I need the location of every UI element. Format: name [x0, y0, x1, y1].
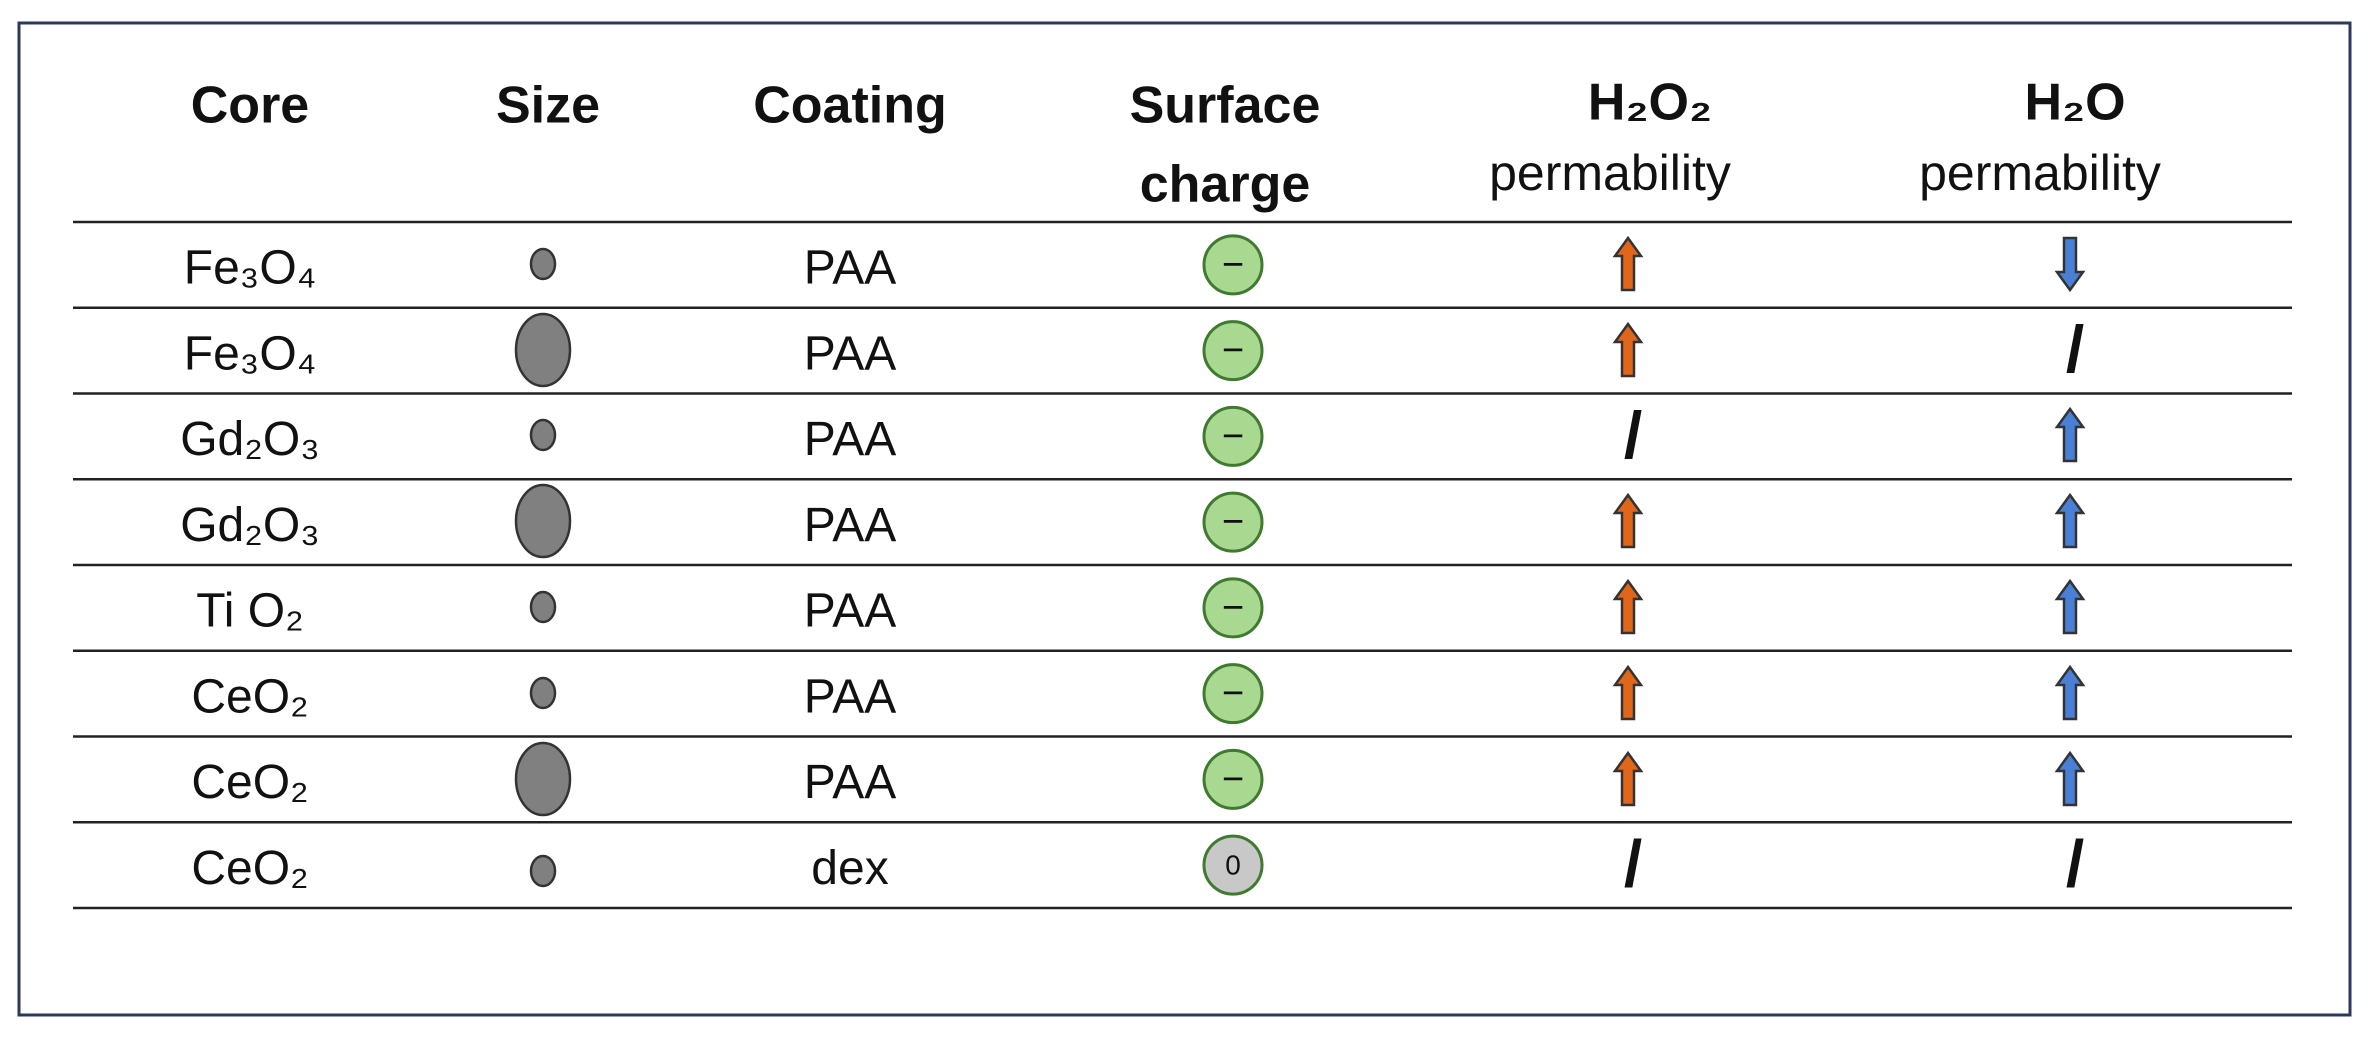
coating: PAA — [804, 242, 896, 295]
charge: 0 — [1225, 850, 1241, 881]
arrow-up — [2055, 751, 2085, 807]
size-small — [529, 590, 557, 624]
coating: PAA — [804, 499, 896, 552]
charge: − — [1222, 758, 1244, 800]
charge-badge — [1202, 320, 1264, 382]
charge-badge — [1202, 234, 1264, 296]
charge: − — [1222, 244, 1244, 286]
frame — [17, 21, 2352, 1017]
row-rules — [73, 220, 2292, 910]
arrow-up — [1613, 579, 1643, 635]
charge: − — [1222, 501, 1244, 543]
size-small — [529, 247, 557, 281]
h2o2-none: / — [1624, 398, 1642, 472]
charge-badge — [1202, 577, 1264, 639]
header-coating: Coating — [753, 77, 947, 135]
header-surface: Surface — [1130, 77, 1321, 135]
h2o2-none: / — [1624, 827, 1642, 901]
arrow-up — [2055, 665, 2085, 721]
arrow-up — [1613, 493, 1643, 549]
arrow-up — [1613, 665, 1643, 721]
header-h2o2: H₂O₂ — [1588, 74, 1712, 132]
arrow-up — [2055, 493, 2085, 549]
size-large — [514, 312, 572, 388]
arrow-up — [1613, 236, 1643, 292]
coating: PAA — [804, 756, 896, 809]
core: Gd₂O₃ — [180, 413, 320, 466]
core: Ti O₂ — [196, 585, 304, 638]
core: CeO₂ — [191, 756, 308, 809]
core: Gd₂O₃ — [180, 499, 320, 552]
arrow-down — [2055, 236, 2085, 292]
rows: Fe₃O₄ PAA − Fe₃O₄ PAA − / Gd₂O₃ PAA − / Gd₂O₃ PAA − Ti… — [180, 234, 2084, 901]
header-h2o-sub: permability — [1919, 145, 2161, 201]
charge: − — [1222, 415, 1244, 457]
size-large — [514, 483, 572, 559]
size-small — [529, 676, 557, 710]
coating: dex — [811, 842, 888, 895]
header-charge: charge — [1140, 156, 1311, 214]
charge: − — [1222, 587, 1244, 629]
size-icons — [514, 247, 572, 888]
charge: − — [1222, 330, 1244, 372]
header-core: Core — [191, 77, 309, 135]
h2o-none: / — [2066, 312, 2084, 386]
size-small — [529, 854, 557, 888]
size-large — [514, 741, 572, 817]
size-small — [529, 418, 557, 452]
arrow-up — [2055, 407, 2085, 463]
arrow-up — [1613, 751, 1643, 807]
coating: PAA — [804, 585, 896, 638]
header-h2o: H₂O — [2024, 74, 2125, 132]
coating: PAA — [804, 327, 896, 380]
h2o2-arrows — [1613, 236, 1643, 807]
charge-badge — [1202, 748, 1264, 810]
coating: PAA — [804, 670, 896, 723]
header-h2o2-sub: permability — [1489, 145, 1731, 201]
core: CeO₂ — [191, 670, 308, 723]
charge-badge — [1202, 834, 1264, 896]
charge: − — [1222, 673, 1244, 715]
core: Fe₃O₄ — [184, 242, 317, 295]
header-size: Size — [496, 77, 600, 135]
coating: PAA — [804, 413, 896, 466]
arrow-up — [1613, 322, 1643, 378]
charge-badge — [1202, 405, 1264, 467]
charge-badge — [1202, 663, 1264, 725]
h2o-none: / — [2066, 827, 2084, 901]
arrow-up — [2055, 579, 2085, 635]
core: Fe₃O₄ — [184, 327, 317, 380]
charge-badge — [1202, 491, 1264, 553]
core: CeO₂ — [191, 842, 308, 895]
